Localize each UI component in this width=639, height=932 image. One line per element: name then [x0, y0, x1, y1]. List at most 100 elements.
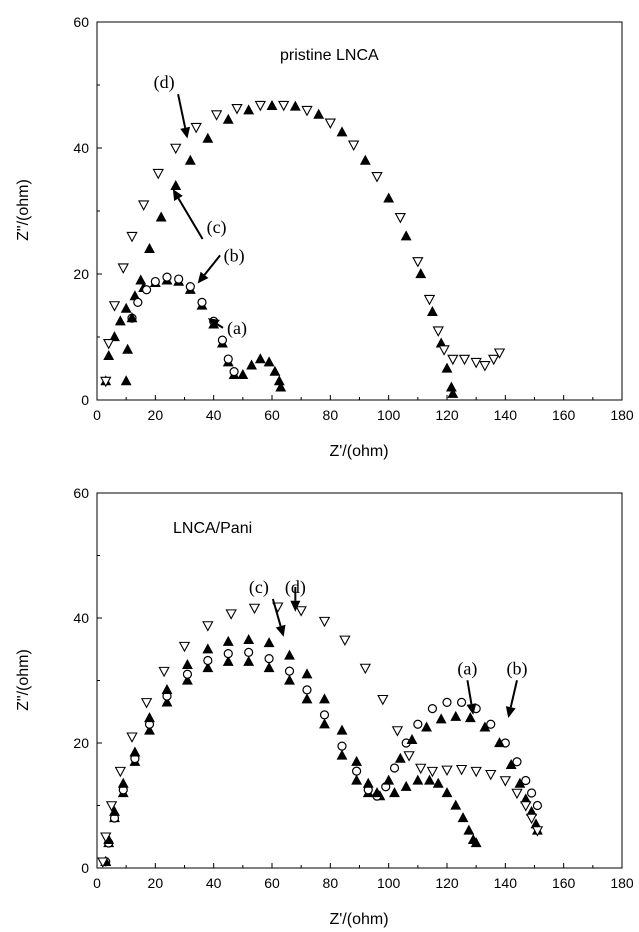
data-point	[126, 231, 138, 243]
data-point	[424, 774, 435, 785]
series-a	[100, 655, 482, 866]
data-point	[237, 368, 249, 379]
x-tick-label: 40	[206, 875, 222, 891]
data-point	[389, 787, 400, 798]
y-tick-label: 20	[73, 266, 89, 282]
y-axis-label: Z"/(ohm)	[15, 179, 32, 241]
x-tick-label: 80	[323, 407, 339, 423]
data-point	[463, 824, 475, 835]
data-point	[170, 179, 182, 190]
annotation-arrowhead	[466, 703, 477, 715]
data-point	[525, 813, 538, 825]
data-point	[269, 365, 281, 376]
data-point	[450, 799, 462, 810]
annotation-arrowhead	[197, 271, 209, 284]
data-point	[371, 787, 383, 798]
annotation-arrow	[466, 680, 473, 705]
data-point	[415, 763, 427, 775]
data-point	[438, 345, 450, 356]
x-tick-label: 0	[93, 875, 101, 891]
x-tick-label: 100	[377, 875, 401, 891]
annotation-arrow	[177, 197, 204, 240]
plot-frame	[96, 492, 623, 869]
data-point	[155, 211, 167, 222]
data-point	[383, 192, 395, 203]
data-point	[210, 110, 223, 121]
data-point	[117, 263, 129, 274]
data-point	[133, 297, 143, 307]
data-point	[263, 662, 275, 673]
x-tick-label: 120	[435, 407, 459, 423]
data-point	[445, 381, 457, 392]
data-point	[129, 746, 141, 757]
data-point	[152, 168, 164, 180]
data-point	[222, 655, 234, 666]
annotation-arrow	[271, 598, 282, 627]
data-point	[301, 668, 313, 679]
data-point	[487, 354, 500, 366]
annotation-label: (b)	[507, 658, 528, 679]
data-point	[182, 669, 193, 679]
data-point	[141, 285, 152, 295]
data-point	[319, 710, 330, 720]
series-a	[100, 274, 287, 392]
data-point	[243, 655, 255, 666]
data-point	[184, 154, 196, 165]
plot-frame	[96, 21, 623, 401]
y-tick-label: 40	[73, 140, 89, 156]
data-point	[362, 777, 374, 788]
data-point	[391, 726, 404, 737]
data-point	[457, 812, 469, 823]
data-point	[126, 312, 138, 323]
data-point	[202, 621, 214, 632]
data-point	[103, 350, 115, 361]
data-point	[470, 766, 482, 778]
data-point	[403, 751, 415, 762]
data-point	[450, 710, 462, 721]
data-point	[126, 732, 138, 743]
data-point	[266, 99, 278, 110]
data-point	[406, 734, 418, 745]
data-point	[295, 606, 307, 617]
data-point	[319, 693, 330, 704]
data-point	[521, 775, 531, 786]
data-point	[231, 104, 243, 115]
data-point	[400, 230, 412, 241]
chart-panel-1: 0 20 40 60 80 100 120 140 160 180 0 20 40 60 Z'/(ohm) Z…	[15, 485, 634, 928]
data-point	[120, 302, 132, 313]
data-point	[347, 140, 360, 152]
data-point	[441, 362, 453, 373]
data-point	[512, 757, 522, 767]
annotation-label: (c)	[249, 577, 269, 598]
data-point	[514, 777, 526, 788]
data-point	[441, 765, 453, 777]
data-point	[351, 774, 363, 785]
data-point	[486, 719, 496, 729]
data-point	[336, 126, 348, 137]
x-tick-label: 140	[494, 875, 518, 891]
data-point	[470, 357, 482, 369]
data-point	[243, 634, 255, 645]
data-point	[197, 297, 207, 307]
data-point	[203, 655, 213, 666]
data-point	[359, 154, 371, 165]
data-point	[415, 268, 427, 279]
annotation-arrowhead	[505, 706, 516, 718]
data-point	[289, 100, 301, 111]
data-point	[432, 777, 444, 788]
data-point	[243, 104, 255, 115]
data-point	[479, 721, 491, 732]
series-d	[97, 602, 544, 868]
data-point	[441, 787, 453, 798]
data-point	[254, 100, 267, 112]
data-point	[359, 663, 372, 675]
data-point	[263, 356, 275, 367]
data-point	[302, 685, 312, 695]
data-point	[217, 335, 228, 345]
annotation-arrow	[177, 93, 187, 128]
annotation-arrow	[203, 254, 221, 276]
annotation-label: (b)	[224, 245, 245, 266]
data-point	[109, 805, 120, 816]
data-point	[301, 105, 313, 117]
x-tick-label: 20	[148, 875, 164, 891]
